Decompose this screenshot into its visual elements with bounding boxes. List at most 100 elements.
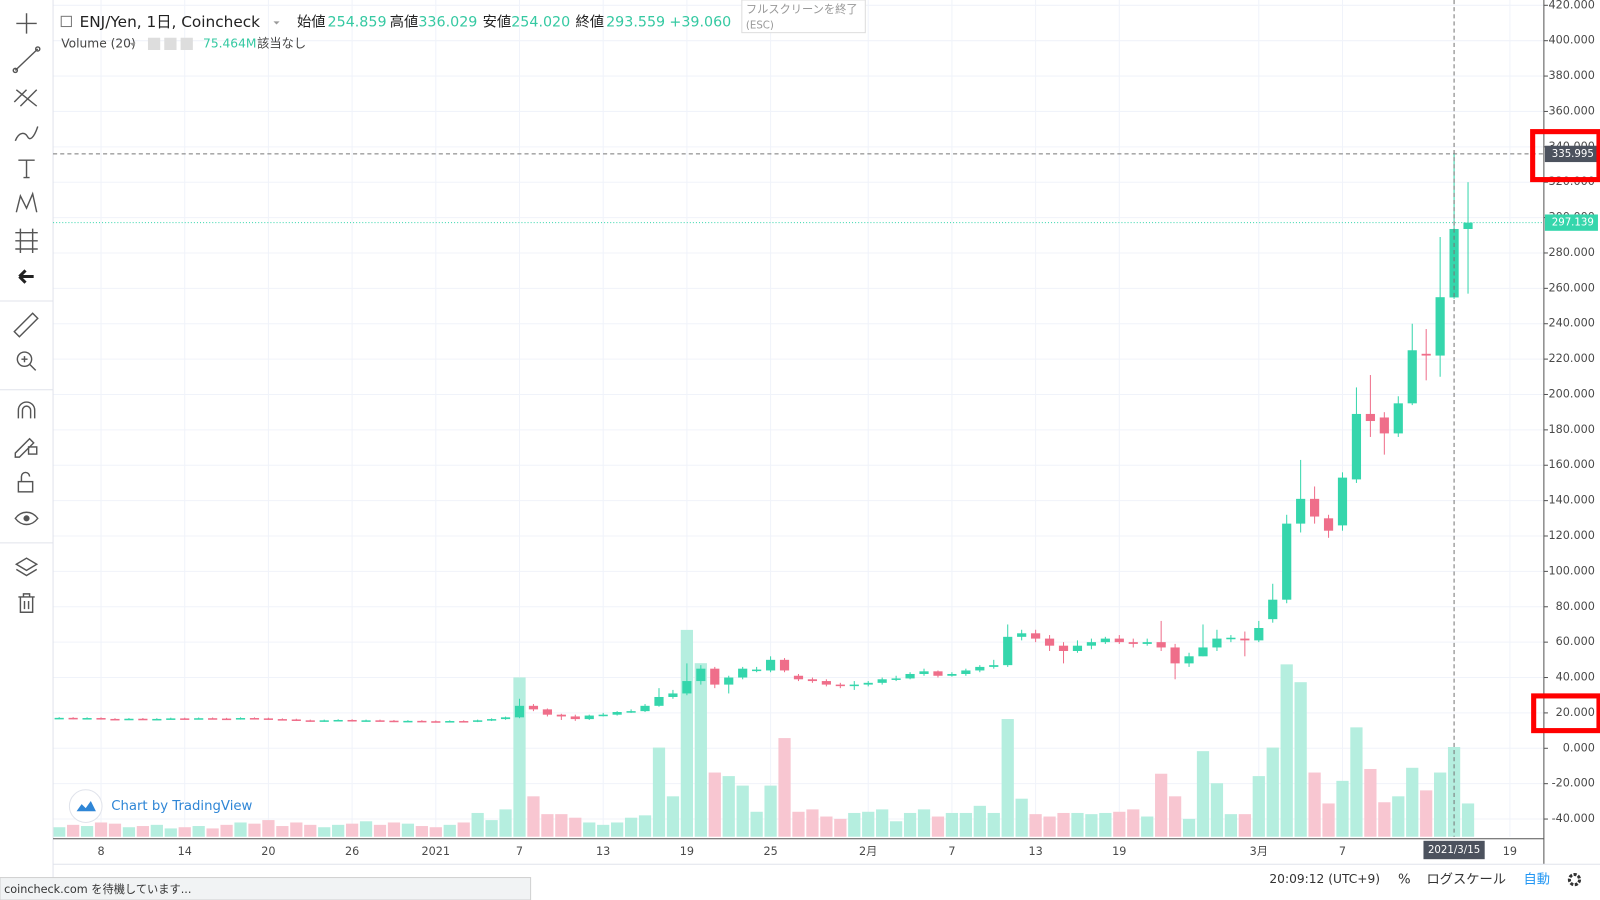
volume-bar	[1364, 768, 1377, 837]
hide-icon[interactable]	[164, 37, 177, 50]
y-tick-label: 240.000	[1548, 317, 1594, 330]
candle-body	[1003, 636, 1013, 666]
candle-body	[1184, 656, 1194, 664]
layers-tool[interactable]	[14, 557, 39, 577]
prediction-tool[interactable]	[15, 228, 38, 254]
dropdown-icon[interactable]	[273, 21, 280, 25]
dropdown-icon[interactable]	[129, 42, 136, 46]
candle-body	[1100, 638, 1110, 643]
volume-bar	[792, 811, 805, 837]
volume-bar	[373, 824, 387, 837]
candle-body	[1156, 642, 1166, 648]
back-tool[interactable]	[18, 269, 34, 284]
volume-bar	[624, 817, 638, 837]
candle-body	[1017, 633, 1027, 637]
volume-bar	[917, 809, 931, 837]
volume-bar	[834, 818, 847, 837]
volume-bar	[192, 826, 205, 837]
remove-icon[interactable]	[180, 37, 193, 50]
candle-body	[989, 665, 999, 667]
visibility-tool[interactable]	[14, 511, 39, 526]
y-tick-label: 220.000	[1548, 352, 1594, 365]
log-button[interactable]: ログスケール	[1427, 872, 1507, 888]
y-tick-label: 180.000	[1548, 423, 1594, 436]
zoom-tool[interactable]	[16, 351, 37, 371]
volume-bar	[597, 824, 610, 837]
volume-bar	[680, 629, 694, 837]
x-tick-label: 25	[763, 845, 777, 858]
settings-icon[interactable]	[147, 37, 161, 50]
volume-bar	[443, 824, 456, 837]
symbol[interactable]: ENJ/Yen, 1日, Coincheck	[80, 13, 261, 31]
candle-body	[1254, 627, 1264, 641]
volume-bar	[1280, 664, 1293, 837]
auto-button[interactable]: 自動	[1523, 872, 1550, 888]
candle-body	[1268, 599, 1278, 620]
candle-body	[1282, 523, 1292, 600]
volume-bar	[1168, 796, 1182, 837]
volume-bar	[1322, 803, 1335, 837]
candle-body	[375, 720, 385, 722]
percent-button[interactable]: %	[1398, 873, 1411, 888]
candle-body	[221, 718, 232, 721]
candle-body	[584, 715, 594, 720]
status-text: coincheck.com を待機しています...	[4, 882, 191, 896]
volume-bar	[359, 821, 373, 837]
volume-bar	[415, 826, 428, 837]
x-tick-label: 20	[261, 845, 275, 858]
crosshair-date-label: 2021/3/15	[1428, 845, 1480, 856]
ruler-tool[interactable]	[13, 312, 39, 338]
volume-bar	[611, 822, 624, 837]
plot: -40.000 -20.000 0.000 20.000 40.000 60.000 80.…	[53, 0, 1595, 858]
fib-tool[interactable]	[13, 89, 38, 107]
brush-tool[interactable]	[14, 126, 39, 142]
settings-button[interactable]	[1567, 872, 1582, 887]
volume-bar	[1210, 783, 1224, 837]
candle-body	[779, 659, 790, 671]
watermark[interactable]: Chart by TradingView	[68, 789, 253, 823]
crosshair-tool[interactable]	[16, 13, 37, 34]
volume-bar	[764, 785, 777, 837]
watermark-text[interactable]: Chart by TradingView	[111, 799, 252, 814]
x-tick-label: 2021	[422, 845, 451, 858]
y-tick-label: 20.000	[1556, 706, 1595, 719]
volume-bar	[862, 811, 875, 837]
pattern-tool[interactable]	[15, 191, 38, 213]
lock-draw-tool[interactable]	[14, 437, 38, 458]
volume-bar	[722, 776, 735, 837]
status-box	[0, 877, 532, 900]
y-tick-label: 360.000	[1548, 104, 1594, 117]
volume-bar	[527, 796, 540, 837]
volume-bar	[164, 828, 177, 837]
collapse-icon[interactable]	[60, 15, 72, 28]
text-tool[interactable]	[18, 159, 35, 179]
volume-bar	[1196, 751, 1210, 837]
candle-body	[1142, 642, 1152, 644]
candle-body	[668, 693, 678, 697]
overlay: 297.139 335.995 2021/3/15	[53, 0, 1598, 860]
volume-bar	[1238, 814, 1251, 837]
candle-body	[180, 718, 190, 720]
lock-tool[interactable]	[17, 471, 34, 493]
volume-bar	[304, 824, 317, 837]
volume-title[interactable]: Volume (20)	[61, 36, 136, 50]
volume-bar	[1001, 719, 1014, 837]
volume-bar	[987, 812, 1000, 837]
trend-line-tool[interactable]	[12, 46, 41, 74]
candle-body	[696, 668, 706, 682]
candle-body	[54, 717, 64, 720]
volume-bar	[652, 747, 666, 837]
candle-body	[1351, 413, 1362, 480]
delete-tool[interactable]	[18, 593, 35, 613]
magnet-tool[interactable]	[17, 401, 36, 419]
ohlc-label: 始値	[297, 13, 326, 30]
x-tick-label: 19	[1503, 845, 1517, 858]
volume-bar	[876, 809, 889, 837]
candle-body	[68, 717, 78, 720]
candle-body	[570, 716, 580, 720]
y-tick-label: 120.000	[1548, 529, 1594, 542]
candle-body	[598, 714, 608, 717]
y-tick-label: 140.000	[1548, 494, 1594, 507]
x-tick-label: 26	[345, 845, 359, 858]
